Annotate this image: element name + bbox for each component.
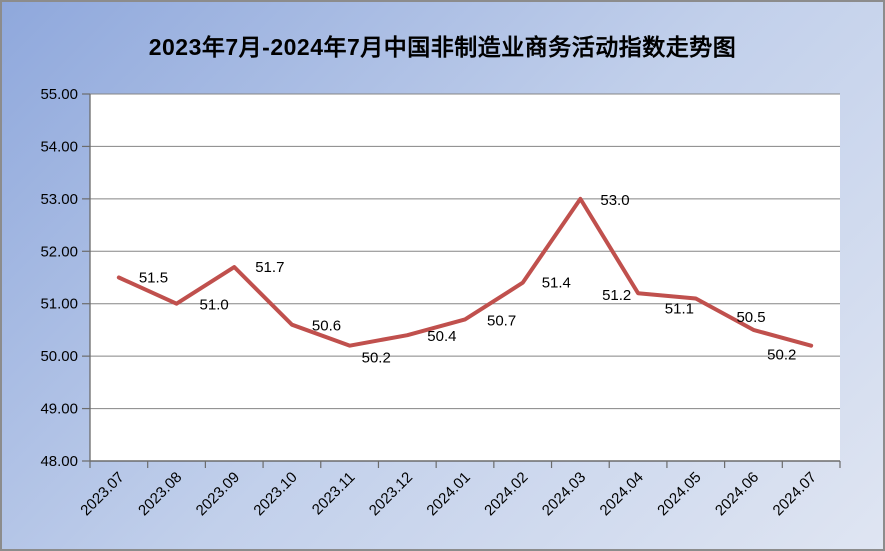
data-point-label: 51.5 xyxy=(139,270,168,287)
data-point-label: 50.2 xyxy=(362,350,391,367)
x-tick-label: 2023.07 xyxy=(77,469,127,519)
x-tick-label: 2024.02 xyxy=(481,469,531,519)
x-tick-label: 2024.07 xyxy=(770,469,820,519)
data-point-label: 51.2 xyxy=(602,287,631,304)
x-tick-label: 2023.09 xyxy=(193,469,243,519)
data-point-label: 51.7 xyxy=(255,259,284,276)
x-tick-label: 2023.12 xyxy=(366,469,416,519)
data-point-label: 50.7 xyxy=(487,312,516,329)
x-tick-label: 2024.06 xyxy=(712,469,762,519)
series-line xyxy=(116,196,814,348)
data-point-label: 50.4 xyxy=(427,328,456,345)
data-point-label: 53.0 xyxy=(600,192,629,209)
y-tick-label: 54.00 xyxy=(40,138,78,155)
x-tick-label: 2023.10 xyxy=(250,469,300,519)
x-tick-label: 2024.03 xyxy=(539,469,589,519)
x-tick-label: 2024.01 xyxy=(423,469,473,519)
y-tick-label: 49.00 xyxy=(40,401,78,418)
x-tick-label: 2024.05 xyxy=(654,469,704,519)
data-point-label: 51.0 xyxy=(200,297,229,314)
y-tick-label: 53.00 xyxy=(40,191,78,208)
y-tick-label: 48.00 xyxy=(40,453,78,470)
x-tick-label: 2024.04 xyxy=(597,469,647,519)
data-point-label: 51.1 xyxy=(665,300,694,317)
x-tick-label: 2023.08 xyxy=(135,469,185,519)
y-tick-label: 51.00 xyxy=(40,296,78,313)
data-point-label: 51.4 xyxy=(542,275,571,292)
plot-area xyxy=(90,94,840,461)
data-point-label: 50.2 xyxy=(767,347,796,364)
x-tick-label: 2023.11 xyxy=(309,469,359,519)
y-tick-label: 52.00 xyxy=(40,243,78,260)
y-tick-label: 50.00 xyxy=(40,348,78,365)
chart-title: 2023年7月-2024年7月中国非制造业商务活动指数走势图 xyxy=(148,34,737,60)
data-point-label: 50.5 xyxy=(736,309,765,326)
data-point-label: 50.6 xyxy=(312,318,341,335)
y-tick-label: 55.00 xyxy=(40,86,78,103)
